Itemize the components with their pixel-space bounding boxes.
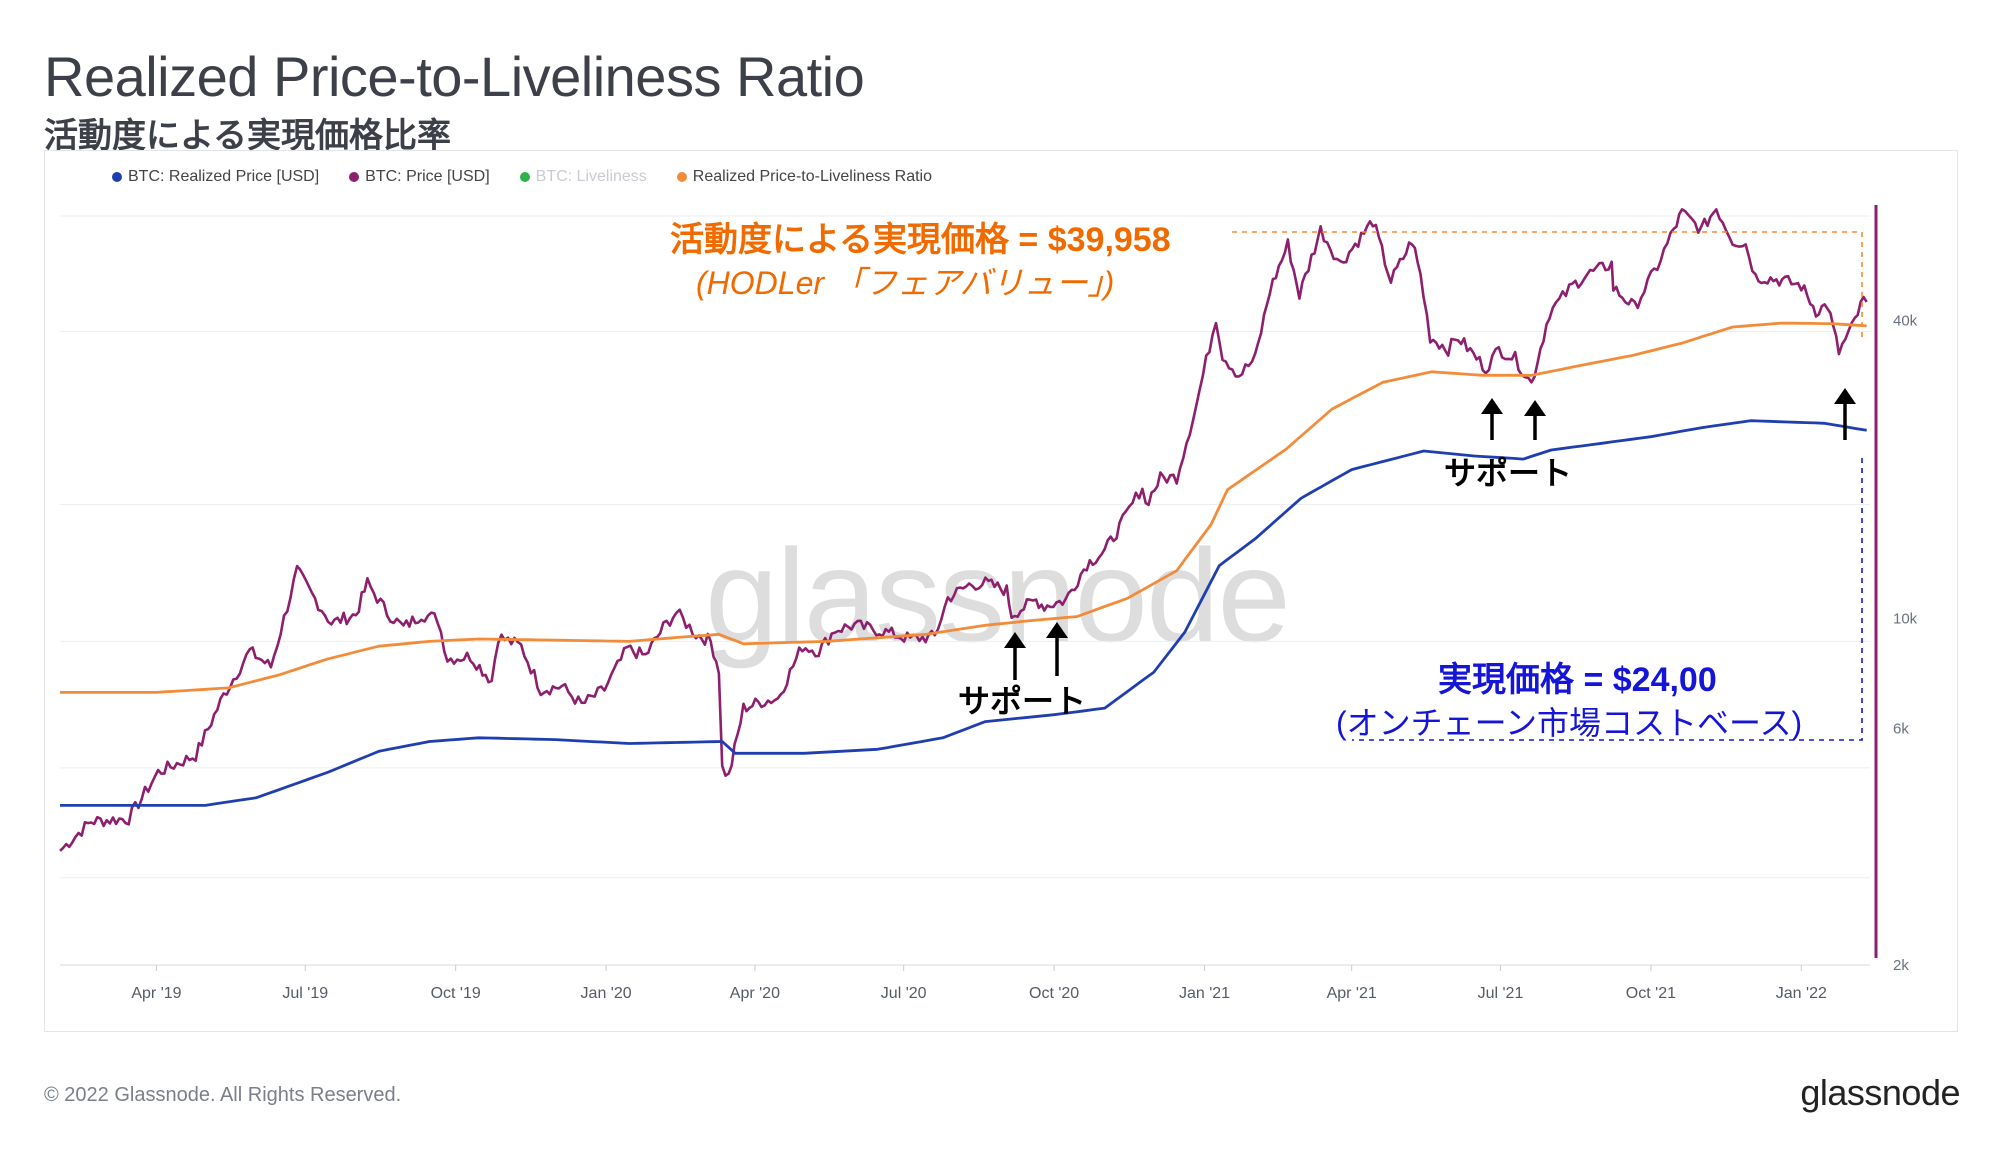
support-arrow-head — [1834, 388, 1856, 404]
legend-item-liveliness[interactable]: BTC: Liveliness — [519, 168, 647, 186]
series-line-btc-realized-price-usd- — [60, 419, 1867, 807]
y-tick-label: 40k — [1893, 312, 1918, 329]
support-label-2020: サポート — [958, 683, 1087, 719]
x-tick-label: Jul '20 — [881, 985, 927, 1002]
x-tick-label: Jul '21 — [1478, 985, 1524, 1002]
series-line-btc-price-usd- — [59, 208, 1868, 852]
ratio-guide-dashed — [1232, 231, 1863, 340]
ratio-annotation-subtitle: (HODLer 「フェアバリュー」) — [696, 265, 1115, 301]
grid-lines — [60, 215, 1870, 966]
x-tick-label: Apr '19 — [131, 985, 181, 1002]
annotation-guides — [1004, 205, 1878, 958]
support-arrow-head — [1046, 622, 1068, 638]
y-tick-label: 6k — [1893, 721, 1909, 738]
legend-label: BTC: Realized Price [USD] — [128, 168, 320, 185]
x-tick-label: Oct '19 — [431, 985, 481, 1002]
x-tick-label: Jan '22 — [1776, 985, 1827, 1002]
ratio-annotation-title: 活動度による実現価格 = $39,958 — [670, 221, 1171, 259]
legend-dot-icon — [676, 172, 687, 182]
legend-dot-icon — [519, 172, 530, 182]
chart-panel — [44, 150, 1958, 1032]
legend-item-realized-price[interactable]: BTC: Realized Price [USD] — [112, 168, 319, 186]
legend-item-ratio[interactable]: Realized Price-to-Liveliness Ratio — [676, 168, 933, 186]
support-arrow-head — [1481, 398, 1503, 414]
legend: BTC: Realized Price [USD] BTC: Price [US… — [112, 168, 932, 186]
legend-dot-icon — [112, 172, 122, 182]
realized-guide-dashed — [1352, 458, 1863, 741]
legend-label: Realized Price-to-Liveliness Ratio — [692, 168, 933, 185]
support-label-2021: サポート — [1444, 455, 1573, 491]
realized-annotation-title: 実現価格 = $24,00 — [1438, 661, 1717, 699]
support-arrow-head — [1004, 632, 1026, 648]
legend-label: BTC: Liveliness — [535, 168, 647, 185]
x-tick-label: Jan '20 — [581, 985, 632, 1002]
legend-label: BTC: Price [USD] — [365, 168, 490, 185]
legend-item-price[interactable]: BTC: Price [USD] — [349, 168, 490, 186]
y-tick-label: 10k — [1893, 611, 1918, 628]
support-arrow-head — [1524, 400, 1546, 416]
x-tick-label: Apr '21 — [1327, 985, 1377, 1002]
realized-annotation-subtitle: (オンチェーン市場コストベース) — [1336, 705, 1803, 741]
x-tick-label: Jan '21 — [1179, 985, 1230, 1002]
glassnode-logo[interactable]: glassnode — [1800, 1072, 1960, 1113]
chart-subtitle: 活動度による実現価格比率 — [44, 117, 451, 155]
chart-title: Realized Price-to-Liveliness Ratio — [44, 45, 865, 108]
series-line-realized-price-to-liveliness-ratio — [60, 321, 1867, 694]
x-tick-label: Jul '19 — [282, 985, 328, 1002]
x-tick-label: Oct '21 — [1626, 985, 1676, 1002]
y-tick-label: 2k — [1893, 957, 1909, 974]
axes: 40k 10k 6k 2k Apr '19 Jul '19 Oct '19 Jan '20 Ap… — [131, 312, 1917, 1002]
series-lines — [59, 208, 1868, 852]
footer-copyright: © 2022 Glassnode. All Rights Reserved. — [44, 1084, 402, 1106]
legend-dot-icon — [349, 172, 360, 182]
x-tick-label: Oct '20 — [1029, 985, 1079, 1002]
x-tick-label: Apr '20 — [730, 985, 780, 1002]
